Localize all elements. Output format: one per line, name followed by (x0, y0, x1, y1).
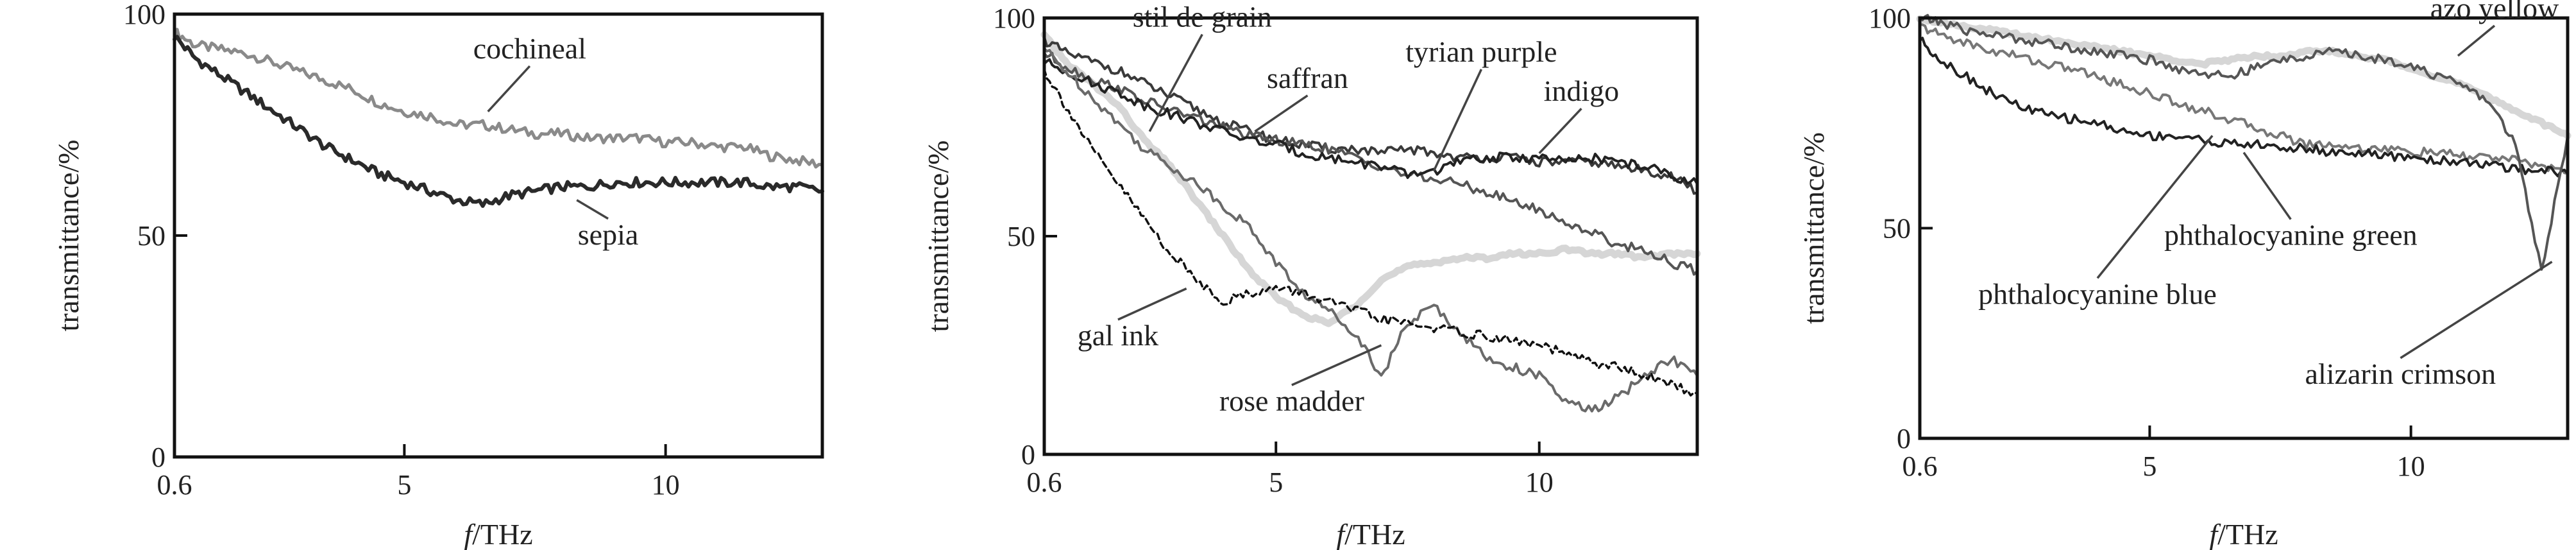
series-label-tyrian-purple: tyrian purple (1405, 35, 1557, 68)
x-tick-label: 10 (1525, 467, 1554, 498)
chart-panel-2: 0 50 100 0.6 5 10 f/THz transmittance/% stil de … (922, 1, 1701, 550)
annotation-leader-phthalocyanine-blue (2096, 135, 2214, 279)
annotation-leader-rose-madder (1291, 344, 1382, 386)
x-tick-label: 0.6 (1027, 467, 1062, 498)
y-tick-label: 100 (993, 3, 1035, 34)
annotation-leader-phthalocyanine-green (2242, 151, 2292, 220)
series-label-stil-de-grain: stil de grain (1133, 1, 1272, 33)
y-tick-label: 50 (137, 220, 165, 252)
annotation-leader-azo-yellow (2457, 24, 2496, 57)
y-tick-label: 50 (1007, 221, 1035, 252)
annotation-leader-sepia (576, 199, 609, 220)
series-line-alizarin-crimson (1919, 13, 2569, 271)
x-tick-label: 0.6 (1902, 451, 1938, 482)
series-label-gal-ink: gal ink (1078, 319, 1158, 352)
x-axis-label: f/THz (2209, 518, 2278, 550)
series-label-phthalocyanine-blue: phthalocyanine blue (1978, 277, 2217, 310)
x-tick-label: 10 (652, 469, 680, 501)
x-tick-label: 10 (2397, 451, 2425, 482)
series-label-saffran: saffran (1267, 62, 1348, 94)
y-tick-label: 0 (151, 442, 165, 473)
x-tick-label: 5 (2142, 451, 2157, 482)
series-label-phthalocyanine-green: phthalocyanine green (2164, 219, 2418, 252)
annotation-leader-indigo (1538, 107, 1582, 155)
series-line-azo-yellow (1916, 15, 2572, 139)
x-tick-label: 0.6 (157, 469, 192, 501)
y-tick-label: 100 (1868, 3, 1911, 34)
y-tick-label: 0 (1897, 423, 1911, 454)
annotation-leader-stil-de-grain (1148, 33, 1203, 132)
annotation-leader-alizarin-crimson (2400, 261, 2553, 359)
series-line-phthalocyanine-blue (1919, 37, 2569, 178)
series-label-rose-madder: rose madder (1219, 384, 1364, 417)
annotation-leader-cochineal (487, 65, 531, 112)
chart-panel-3: 0 50 100 0.6 5 10 f/THz transmittance/% azo yell… (1797, 0, 2572, 550)
series-label-cochineal: cochineal (473, 32, 586, 65)
series-label-sepia: sepia (578, 218, 639, 251)
y-axis-label: transmittance/% (1797, 132, 1830, 324)
series-line-indigo (1043, 58, 1699, 185)
series-line-gal-ink (1043, 68, 1699, 397)
series-line-cochineal (173, 28, 824, 169)
annotation-leader-saffran (1254, 94, 1309, 133)
series-label-azo-yellow: azo yellow (2430, 0, 2559, 24)
series-label-alizarin-crimson: alizarin crimson (2305, 357, 2496, 390)
y-tick-label: 100 (123, 0, 165, 30)
series-line-sepia (173, 35, 824, 208)
y-axis-label: transmittance/% (922, 141, 954, 332)
x-axis-label: f/THz (1336, 518, 1405, 550)
annotation-leader-gal-ink (1117, 288, 1187, 321)
series-label-indigo: indigo (1544, 74, 1620, 107)
y-tick-label: 0 (1021, 439, 1035, 470)
chart-panel-1: 0 50 100 0.6 5 10 f/THz transmittance/% cochinea… (52, 0, 824, 550)
series-line-stil-de-grain (1040, 31, 1701, 327)
plot-frame (173, 12, 824, 459)
x-tick-label: 5 (1269, 467, 1283, 498)
series-line-saffran (1043, 35, 1699, 195)
y-axis-label: transmittance/% (52, 140, 85, 332)
series-line-phthalocyanine-green (1919, 23, 2569, 175)
y-tick-label: 50 (1883, 213, 1911, 245)
x-axis-label: f/THz (464, 518, 532, 550)
x-tick-label: 5 (397, 469, 411, 501)
annotation-leader-tyrian-purple (1432, 69, 1482, 171)
